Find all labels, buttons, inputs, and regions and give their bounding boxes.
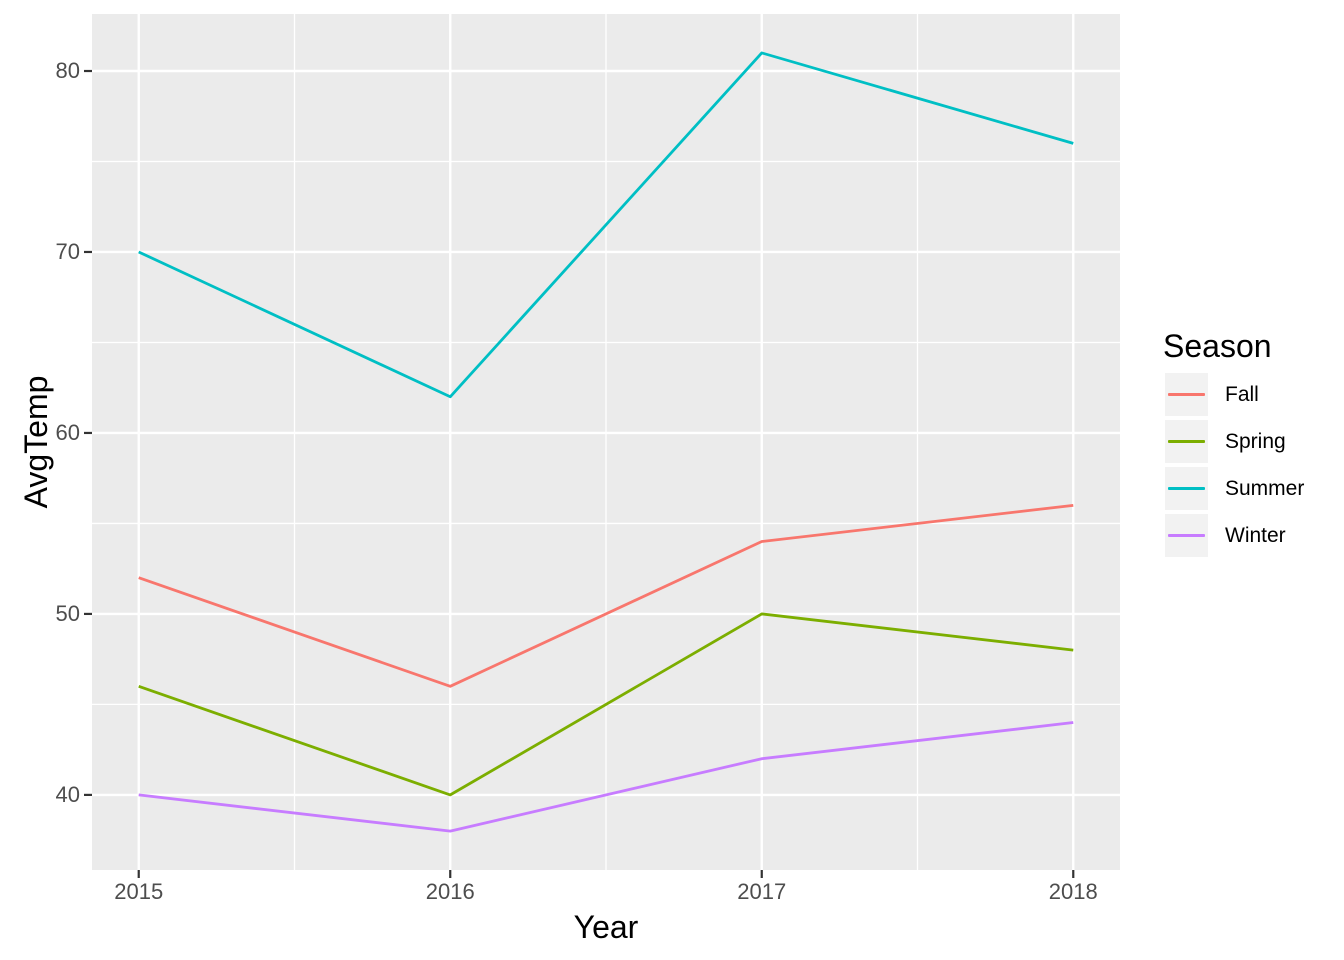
- series-line-spring: [138, 612, 1074, 797]
- legend-key-winter: [1165, 514, 1208, 557]
- legend-key-spring: [1165, 420, 1208, 463]
- series-lines: [138, 51, 1074, 833]
- legend-key-line-summer: [1168, 487, 1205, 490]
- y-axis-title: AvgTemp: [18, 375, 54, 509]
- legend-label-fall: Fall: [1225, 383, 1259, 406]
- y-tick-label: 70: [55, 238, 80, 264]
- legend-title: Season: [1163, 328, 1272, 364]
- legend-entry-summer: Summer: [1165, 467, 1304, 510]
- series-line-fall: [138, 503, 1074, 688]
- x-axis-title: Year: [573, 909, 639, 945]
- major-gridlines: [92, 14, 1120, 870]
- legend-entry-fall: Fall: [1165, 373, 1304, 416]
- series-line-winter: [138, 721, 1074, 833]
- x-tick-label: 2017: [737, 879, 787, 904]
- y-tick-label: 40: [55, 781, 80, 807]
- series-line-summer: [138, 51, 1074, 399]
- legend-key-summer: [1165, 467, 1208, 510]
- legend-key-line-fall: [1168, 393, 1205, 396]
- y-tick-label: 50: [55, 600, 80, 626]
- legend: Season Fall Spring Summer Winter: [1163, 330, 1304, 557]
- legend-key-line-winter: [1168, 534, 1205, 537]
- legend-label-summer: Summer: [1225, 477, 1305, 500]
- legend-label-spring: Spring: [1225, 430, 1286, 453]
- legend-entries: Fall Spring Summer Winter: [1165, 373, 1304, 557]
- legend-key-fall: [1165, 373, 1208, 416]
- legend-label-winter: Winter: [1225, 524, 1286, 547]
- legend-key-line-spring: [1168, 440, 1205, 443]
- x-tick-label: 2015: [114, 879, 164, 904]
- minor-gridlines: [92, 14, 1120, 870]
- x-tick-label: 2016: [425, 879, 475, 904]
- x-tick-label: 2018: [1048, 879, 1098, 904]
- legend-entry-spring: Spring: [1165, 420, 1304, 463]
- y-tick-label: 80: [55, 58, 80, 83]
- axis-tick-marks: [84, 69, 1075, 878]
- legend-entry-winter: Winter: [1165, 514, 1304, 557]
- y-tick-label: 60: [55, 419, 80, 445]
